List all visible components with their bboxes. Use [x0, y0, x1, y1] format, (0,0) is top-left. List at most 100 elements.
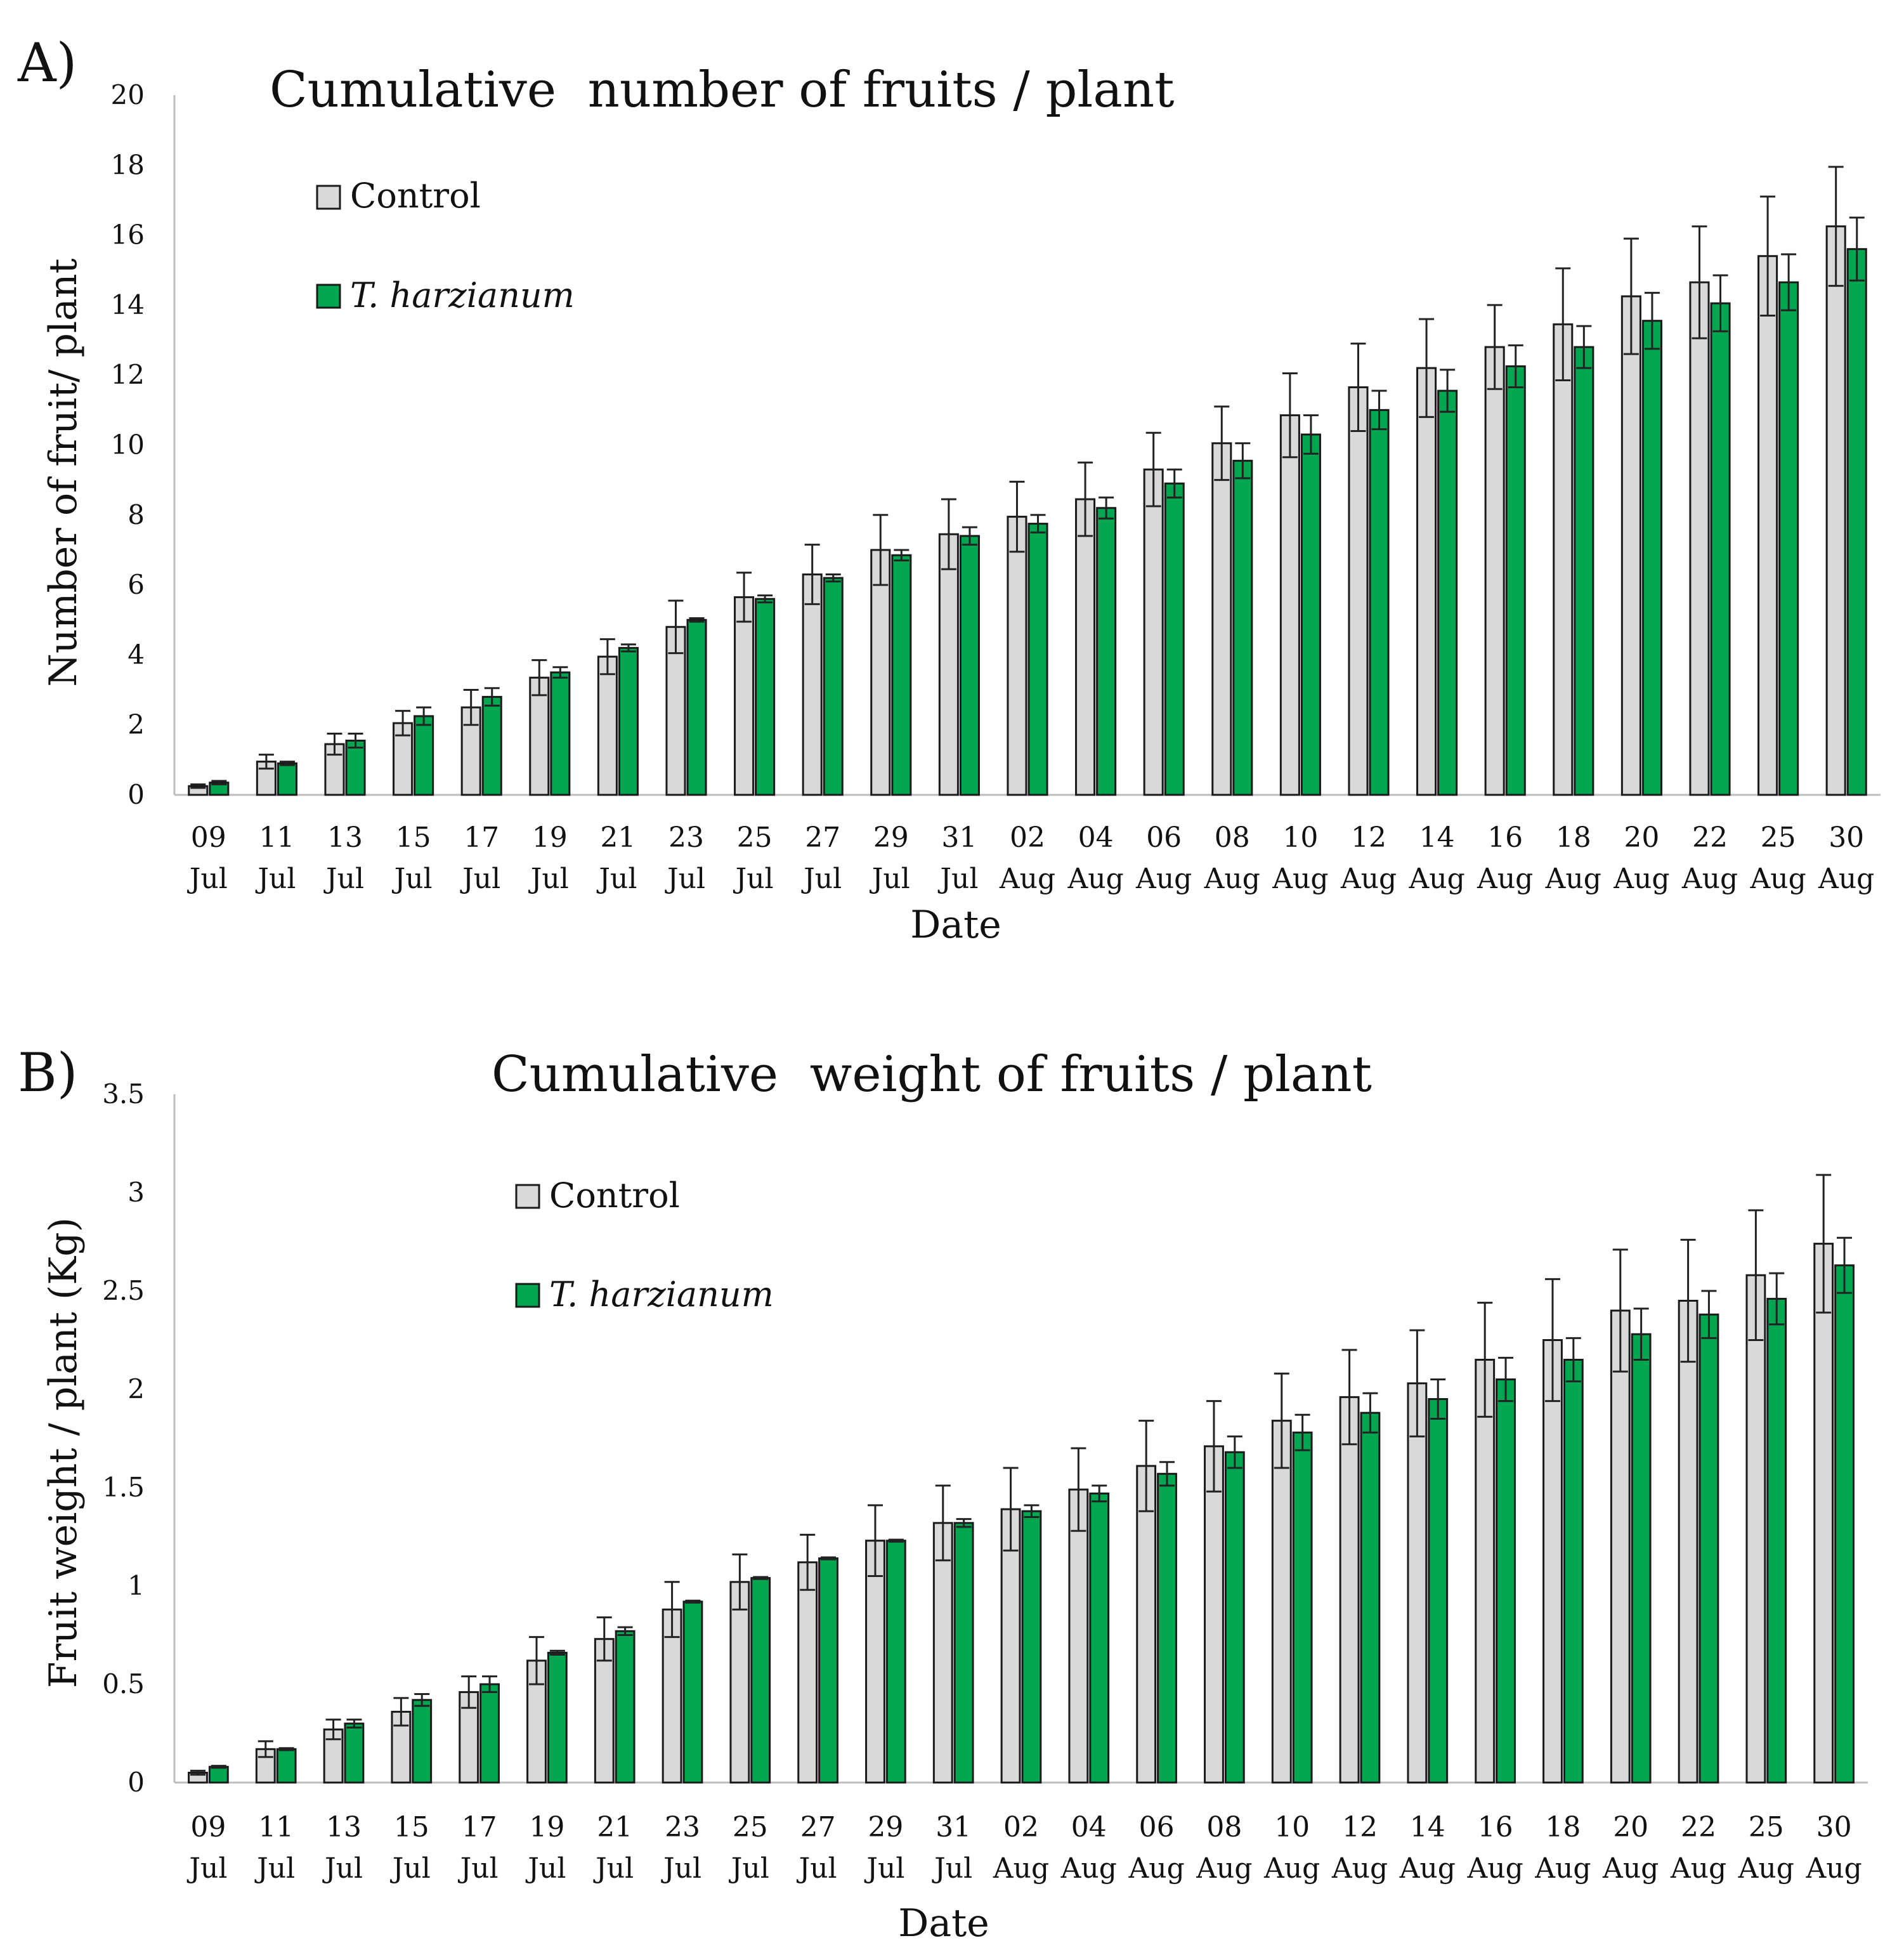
x-tick-label: Jul — [322, 1852, 363, 1885]
x-tick-label: 16 — [1478, 1811, 1513, 1843]
x-tick-label: 31 — [941, 821, 977, 854]
bar-treatment — [1027, 523, 1048, 796]
x-tick-label: 20 — [1624, 821, 1659, 854]
error-bar — [552, 666, 568, 679]
error-bar — [736, 572, 752, 623]
error-bar — [617, 1626, 633, 1636]
y-tick-label: 20 — [111, 79, 145, 110]
x-tick-label: 18 — [1545, 1811, 1581, 1843]
chart-b: B) Cumulative weight of fruits / plant F… — [18, 1042, 1868, 1946]
chart-a: A) Cumulative number of fruits / plant N… — [17, 32, 1881, 947]
x-tick-label: 04 — [1071, 1811, 1107, 1843]
y-tick-label: 2 — [127, 1373, 145, 1404]
error-bar — [888, 1538, 904, 1543]
error-bar — [1498, 1356, 1514, 1403]
x-tick-label: Jul — [254, 1852, 295, 1885]
panel-label-b: B) — [18, 1042, 78, 1104]
x-tick-label: Aug — [1135, 863, 1192, 895]
x-tick-label: 23 — [668, 821, 704, 854]
error-bar — [1633, 1307, 1649, 1361]
error-bar — [1712, 274, 1728, 332]
error-bar — [528, 1636, 544, 1685]
error-bar — [211, 1765, 226, 1769]
x-tick-label: Aug — [1272, 863, 1328, 895]
bar-control — [1553, 323, 1574, 796]
error-bar — [732, 1553, 748, 1611]
x-tick-label: 27 — [805, 821, 840, 854]
x-tick-label: Jul — [870, 863, 910, 895]
x-tick-label: 30 — [1829, 821, 1864, 854]
error-bar — [1274, 1372, 1289, 1469]
bar-control — [1143, 468, 1164, 796]
x-tick-label: 25 — [733, 1811, 768, 1843]
x-tick-label: Jul — [733, 863, 774, 895]
bar-treatment — [277, 762, 297, 796]
bar-treatment — [1846, 248, 1867, 796]
x-tick-label: Jul — [392, 863, 433, 895]
error-bar — [395, 710, 411, 736]
x-tick-label: 25 — [737, 821, 773, 854]
x-tick-label: Jul — [390, 1852, 431, 1885]
bar-control — [870, 549, 891, 796]
x-tick-label: Aug — [1466, 1852, 1523, 1885]
error-bar — [1409, 1329, 1425, 1437]
bar-treatment — [1574, 346, 1594, 796]
error-bar — [484, 687, 500, 707]
error-bar — [1166, 468, 1182, 499]
x-tick-label: Jul — [801, 863, 842, 895]
bar-control — [938, 533, 959, 796]
bar-treatment — [1641, 320, 1662, 796]
error-bar — [1030, 514, 1046, 533]
chart-a-y-ticks: 0 2 4 6 8 10 12 14 16 18 20 — [111, 79, 145, 810]
bar-treatment — [1505, 365, 1526, 796]
legend-swatch-treatment — [515, 1283, 540, 1308]
bar-treatment — [755, 598, 776, 796]
error-bar — [668, 599, 684, 655]
error-bar — [894, 549, 910, 561]
error-bar — [1440, 369, 1456, 413]
error-bar — [1692, 225, 1707, 339]
bar-control — [597, 655, 618, 796]
x-tick-label: 13 — [326, 1811, 362, 1843]
bar-treatment — [1766, 1297, 1787, 1784]
bar-control — [1475, 1359, 1496, 1784]
y-tick-label: 1 — [127, 1570, 145, 1601]
error-bar — [941, 498, 956, 570]
error-bar — [1092, 1484, 1107, 1503]
chart-b-title: Cumulative weight of fruits / plant — [492, 1046, 1372, 1103]
error-bar — [1760, 195, 1776, 317]
error-bar — [393, 1697, 409, 1727]
chart-a-x-ticks: 09 Jul 11 Jul 13 Jul 15 Jul 17 Jul 19 Jul 21 Jul 23 Jul… — [187, 821, 1875, 895]
error-bar — [1419, 318, 1435, 418]
bar-treatment — [1699, 1313, 1719, 1784]
x-tick-label: Aug — [1613, 863, 1669, 895]
error-bar — [1078, 461, 1093, 537]
x-tick-label: 09 — [191, 821, 226, 854]
legend-label-treatment: T. harzianum — [549, 1274, 774, 1314]
error-bar — [258, 754, 274, 770]
y-tick-label: 2.5 — [102, 1275, 145, 1306]
x-tick-label: Jul — [596, 863, 637, 895]
x-tick-label: 25 — [1761, 821, 1796, 854]
y-tick-label: 18 — [111, 149, 145, 180]
bar-treatment — [547, 1651, 568, 1784]
y-tick-label: 10 — [111, 429, 145, 461]
x-tick-label: 20 — [1613, 1811, 1648, 1843]
x-tick-label: 15 — [396, 821, 431, 854]
x-tick-label: 18 — [1556, 821, 1591, 854]
error-bar — [482, 1675, 498, 1693]
bar-treatment — [1096, 507, 1117, 796]
error-bar — [1294, 1413, 1310, 1451]
bar-treatment — [1089, 1492, 1110, 1784]
y-tick-label: 8 — [127, 499, 145, 530]
error-bar — [190, 783, 206, 789]
error-bar — [1371, 389, 1387, 431]
x-tick-label: 23 — [665, 1811, 700, 1843]
x-tick-label: Jul — [323, 863, 364, 895]
error-bar — [279, 761, 295, 766]
x-tick-label: Aug — [1477, 863, 1533, 895]
error-bar — [1849, 216, 1865, 282]
bar-treatment — [414, 715, 434, 796]
bar-treatment — [481, 696, 502, 796]
chart-a-legend: Control T. harzianum — [316, 176, 575, 315]
